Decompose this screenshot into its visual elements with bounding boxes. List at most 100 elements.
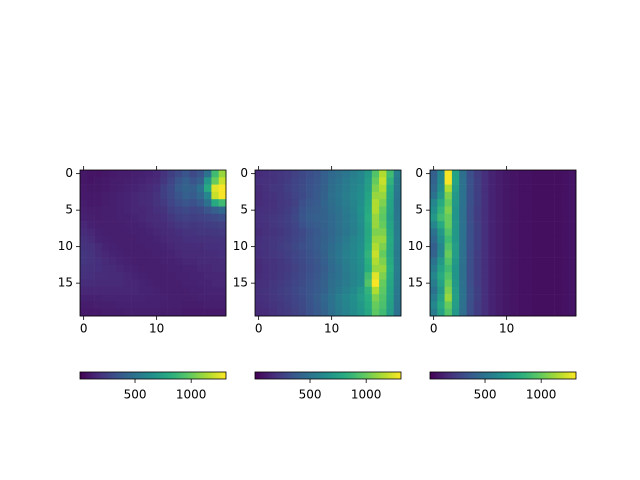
heatmap-cell [539, 294, 548, 302]
heatmap-cell [546, 235, 555, 244]
heatmap-cell [357, 228, 365, 236]
heatmap-cell [101, 308, 110, 317]
heatmap-cell [379, 301, 387, 309]
heatmap-cell [80, 206, 88, 215]
heatmap-cell [459, 199, 467, 207]
heatmap-cell [174, 213, 183, 222]
heatmap-cell [554, 184, 562, 193]
heatmap-cell [313, 294, 321, 302]
heatmap-cell [473, 221, 482, 229]
heatmap-cell [182, 243, 190, 251]
heatmap-cell [306, 279, 314, 288]
heatmap-cell [101, 257, 110, 266]
heatmap-cell [503, 184, 511, 193]
heatmap-cell [167, 294, 176, 302]
heatmap-cell [430, 191, 438, 200]
heatmap-cell [379, 257, 387, 266]
heatmap-cell [532, 206, 540, 215]
heatmap-cell [276, 228, 285, 236]
heatmap-cell [80, 235, 88, 244]
heatmap-cell [364, 177, 373, 185]
heatmap-cell [116, 199, 125, 207]
heatmap-cell [167, 279, 176, 288]
heatmap-cell [371, 257, 380, 266]
heatmap-cell [393, 184, 402, 193]
heatmap-cell [524, 184, 533, 193]
heatmap-cell [546, 170, 555, 178]
heatmap-cell [284, 177, 292, 185]
heatmap-cell [546, 257, 555, 266]
heatmap-cell [335, 250, 343, 258]
heatmap-cell [554, 264, 562, 273]
heatmap-cell [138, 206, 146, 215]
heatmap-cell [269, 257, 278, 266]
heatmap-cell [488, 191, 496, 200]
heatmap-cell [554, 279, 562, 288]
heatmap-cell [306, 228, 314, 236]
heatmap-cell [488, 206, 496, 215]
heatmap-cell [539, 191, 548, 200]
y-tick-label: 15 [58, 276, 73, 290]
heatmap-cell [371, 243, 380, 251]
heatmap-cell [466, 286, 475, 295]
heatmap-cell [276, 235, 285, 244]
heatmap-cell [189, 279, 198, 288]
heatmap-cell [335, 257, 343, 266]
heatmap-cell [532, 184, 540, 193]
heatmap-cell [349, 177, 358, 185]
heatmap-cell [393, 264, 402, 273]
heatmap-cell [379, 191, 387, 200]
heatmap-cell [218, 199, 227, 207]
heatmap-cell [371, 308, 380, 317]
heatmap-cell [174, 272, 183, 280]
heatmap-cell [379, 264, 387, 273]
heatmap-cell [109, 264, 117, 273]
heatmap-cell [167, 257, 176, 266]
heatmap-cell [349, 191, 358, 200]
heatmap-cell [189, 264, 198, 273]
heatmap-cell [473, 199, 482, 207]
heatmap-cell [532, 235, 540, 244]
heatmap-cell [80, 191, 88, 200]
heatmap-cell [371, 177, 380, 185]
heatmap-cell [437, 206, 445, 215]
heatmap-cell [459, 250, 467, 258]
heatmap-cell [269, 206, 278, 215]
heatmap-cell [568, 301, 577, 309]
heatmap-cell [444, 279, 453, 288]
heatmap-cell [320, 294, 329, 302]
heatmap-cell [116, 170, 125, 178]
heatmap-cell [255, 228, 263, 236]
heatmap-cell [546, 272, 555, 280]
heatmap-cell [371, 191, 380, 200]
heatmap-cell [451, 170, 460, 178]
heatmap-cell [101, 206, 110, 215]
heatmap-cell [379, 177, 387, 185]
heatmap-cell [204, 228, 212, 236]
heatmap-cell [298, 279, 307, 288]
heatmap-cell [262, 235, 270, 244]
heatmap-cell [379, 235, 387, 244]
heatmap-cell [539, 228, 548, 236]
heatmap-cell [510, 170, 518, 178]
heatmap-cell [430, 199, 438, 207]
heatmap-cell [109, 308, 117, 317]
heatmap-cell [561, 177, 569, 185]
heatmap-cell [218, 308, 227, 317]
heatmap-cell [517, 206, 526, 215]
heatmap-cell [488, 301, 496, 309]
heatmap-cell [430, 184, 438, 193]
heatmap-cell [466, 279, 475, 288]
heatmap-cell [386, 184, 394, 193]
heatmap-cell [298, 272, 307, 280]
heatmap-cell [320, 257, 329, 266]
heatmap-cell [568, 279, 577, 288]
heatmap-cell [517, 213, 526, 222]
heatmap-cell [364, 221, 373, 229]
heatmap-cell [481, 279, 489, 288]
heatmap-cell [218, 286, 227, 295]
heatmap-cell [109, 221, 117, 229]
heatmap-cell [109, 191, 117, 200]
heatmap-cell [328, 206, 336, 215]
heatmap-cell [153, 199, 161, 207]
